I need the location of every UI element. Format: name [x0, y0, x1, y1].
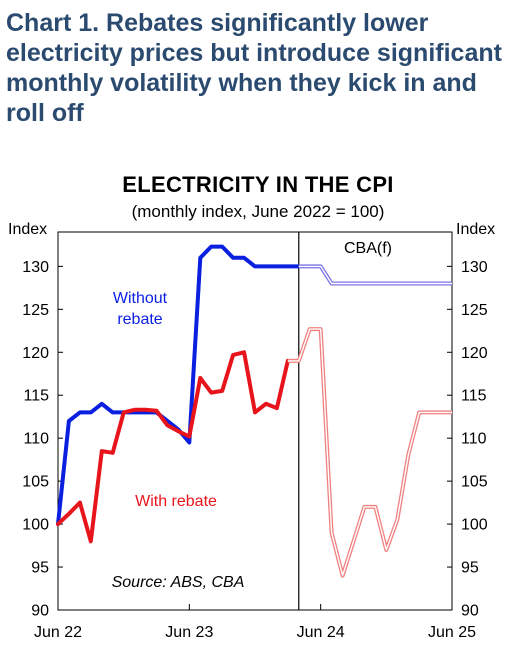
- y-tick-label-left: 95: [31, 560, 49, 577]
- y-tick-label-right: 100: [461, 517, 488, 534]
- y-tick-label-left: 110: [23, 431, 49, 448]
- y-tick-label-right: 130: [461, 259, 488, 276]
- y-tick-label-right: 120: [461, 345, 488, 362]
- x-tick-label: Jun 22: [34, 624, 82, 641]
- y-tick-label-left: 115: [23, 388, 49, 405]
- series-line-with-rebate-forecast-core: [287, 328, 452, 577]
- chart-source: Source: ABS, CBA: [112, 574, 245, 591]
- y-tick-label-right: 90: [461, 603, 479, 620]
- plot-border: [57, 231, 453, 611]
- series-line-without-rebate-forecast-core: [298, 265, 452, 285]
- series-line-with-rebate-forecast: [287, 327, 452, 578]
- annotation-without-rebate-line1: Without: [113, 290, 168, 307]
- forecast-label: CBA(f): [344, 240, 392, 257]
- y-tick-label-left: 120: [22, 345, 49, 362]
- y-tick-label-right: 110: [461, 431, 487, 448]
- y-tick-label-right: 95: [461, 560, 479, 577]
- y-tick-label-right: 115: [461, 388, 487, 405]
- y-tick-label-left: 90: [31, 603, 49, 620]
- y-tick-label-left: 105: [22, 474, 49, 491]
- annotation-without-rebate-line2: rebate: [117, 311, 162, 328]
- y-tick-label-right: 105: [461, 474, 488, 491]
- chart-labels: Without rebate With rebate Source: ABS, …: [8, 221, 495, 591]
- y-tick-label-right: 125: [461, 302, 488, 319]
- y-tick-label-left: 100: [22, 517, 49, 534]
- x-tick-label: Jun 23: [165, 624, 213, 641]
- series-line-without-rebate: [56, 244, 301, 527]
- chart-title: ELECTRICITY IN THE CPI: [122, 172, 394, 197]
- y-axis-label-left: Index: [8, 221, 47, 238]
- chart-heading: Chart 1. Rebates significantly lower ele…: [6, 9, 502, 127]
- x-tick-label: Jun 25: [428, 624, 476, 641]
- chart-subtitle: (monthly index, June 2022 = 100): [131, 202, 385, 221]
- series-line-with-rebate: [56, 350, 290, 544]
- plot-frame: 90 90 95 95 100 100 105 105 110 110 115 115 120 120 12…: [22, 231, 488, 641]
- x-tick-label: Jun 24: [297, 624, 345, 641]
- y-tick-label-left: 130: [22, 259, 49, 276]
- y-tick-label-left: 125: [22, 302, 49, 319]
- y-axis-label-right: Index: [456, 221, 495, 238]
- annotation-with-rebate: With rebate: [135, 493, 217, 510]
- chart-series: [56, 244, 452, 578]
